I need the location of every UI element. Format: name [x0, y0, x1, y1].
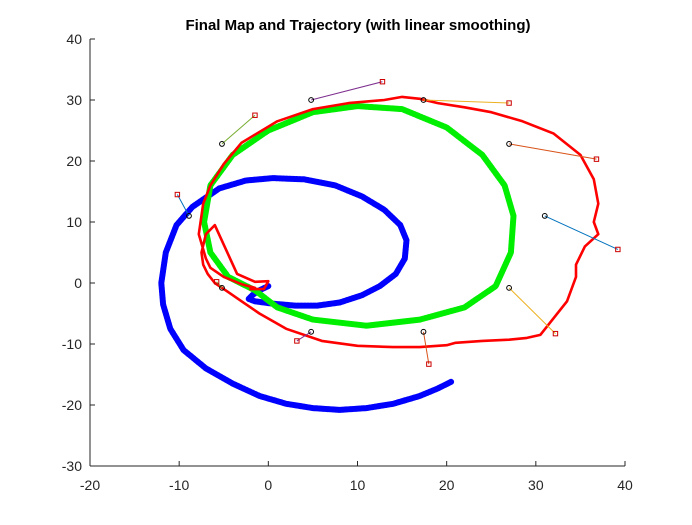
landmark-estimate-6 — [541, 213, 548, 219]
landmark-true-4 — [506, 100, 512, 106]
landmark-estimate-1 — [186, 213, 192, 219]
landmark-true-3 — [379, 79, 386, 85]
y-tick-label: -30 — [62, 458, 82, 474]
landmark-true-6 — [615, 246, 621, 253]
landmark-estimate-8 — [420, 328, 427, 335]
landmark-true-2 — [252, 112, 258, 118]
landmark-link-5 — [508, 143, 597, 160]
y-tick-label: 10 — [66, 214, 82, 230]
chart-title: Final Map and Trajectory (with linear sm… — [185, 17, 530, 34]
y-tick-label: -20 — [62, 397, 82, 413]
landmark-estimate-7 — [506, 284, 512, 291]
landmark-true-9 — [294, 338, 300, 344]
y-ticks: 40 30 20 10 0 -10 -20 -30 — [62, 31, 95, 474]
landmark-estimate-5 — [506, 141, 512, 147]
x-tick-label: -20 — [80, 477, 100, 493]
x-tick-label: 10 — [350, 477, 366, 493]
landmark-link-3 — [311, 81, 383, 101]
landmark-link-1 — [176, 194, 190, 217]
x-tick-label: 30 — [528, 477, 544, 493]
y-tick-label: -10 — [62, 336, 82, 352]
y-tick-label: 40 — [66, 31, 82, 47]
landmark-link-6 — [544, 215, 619, 250]
trajectory-series-2 — [201, 103, 517, 329]
landmark-true-10 — [213, 279, 220, 285]
landmark-estimate-2 — [219, 141, 225, 147]
x-tick-label: 0 — [264, 477, 272, 493]
landmark-link-10 — [216, 281, 223, 289]
x-tick-label: 20 — [439, 477, 455, 493]
trajectory-series-3 — [197, 95, 600, 349]
landmark-link-7 — [508, 287, 556, 334]
x-ticks: -20 -10 0 10 20 30 40 — [80, 461, 633, 493]
landmark-link-4 — [423, 99, 510, 104]
x-tick-label: -10 — [169, 477, 189, 493]
landmark-estimate-4 — [420, 97, 427, 103]
y-tick-label: 20 — [66, 153, 82, 169]
landmark-true-1 — [174, 191, 181, 198]
landmark-true-7 — [552, 330, 559, 337]
y-tick-label: 30 — [66, 92, 82, 108]
landmark-estimate-10 — [219, 284, 225, 291]
landmark-true-8 — [426, 361, 432, 367]
trajectory-series-1 — [158, 175, 455, 413]
x-tick-label: 40 — [617, 477, 633, 493]
landmark-link-2 — [221, 114, 256, 145]
y-tick-label: 0 — [74, 275, 82, 291]
plot-area — [158, 79, 621, 413]
landmark-link-8 — [422, 331, 430, 365]
landmark-estimate-3 — [308, 97, 315, 103]
landmark-true-5 — [593, 156, 600, 162]
landmark-estimate-9 — [308, 328, 315, 335]
